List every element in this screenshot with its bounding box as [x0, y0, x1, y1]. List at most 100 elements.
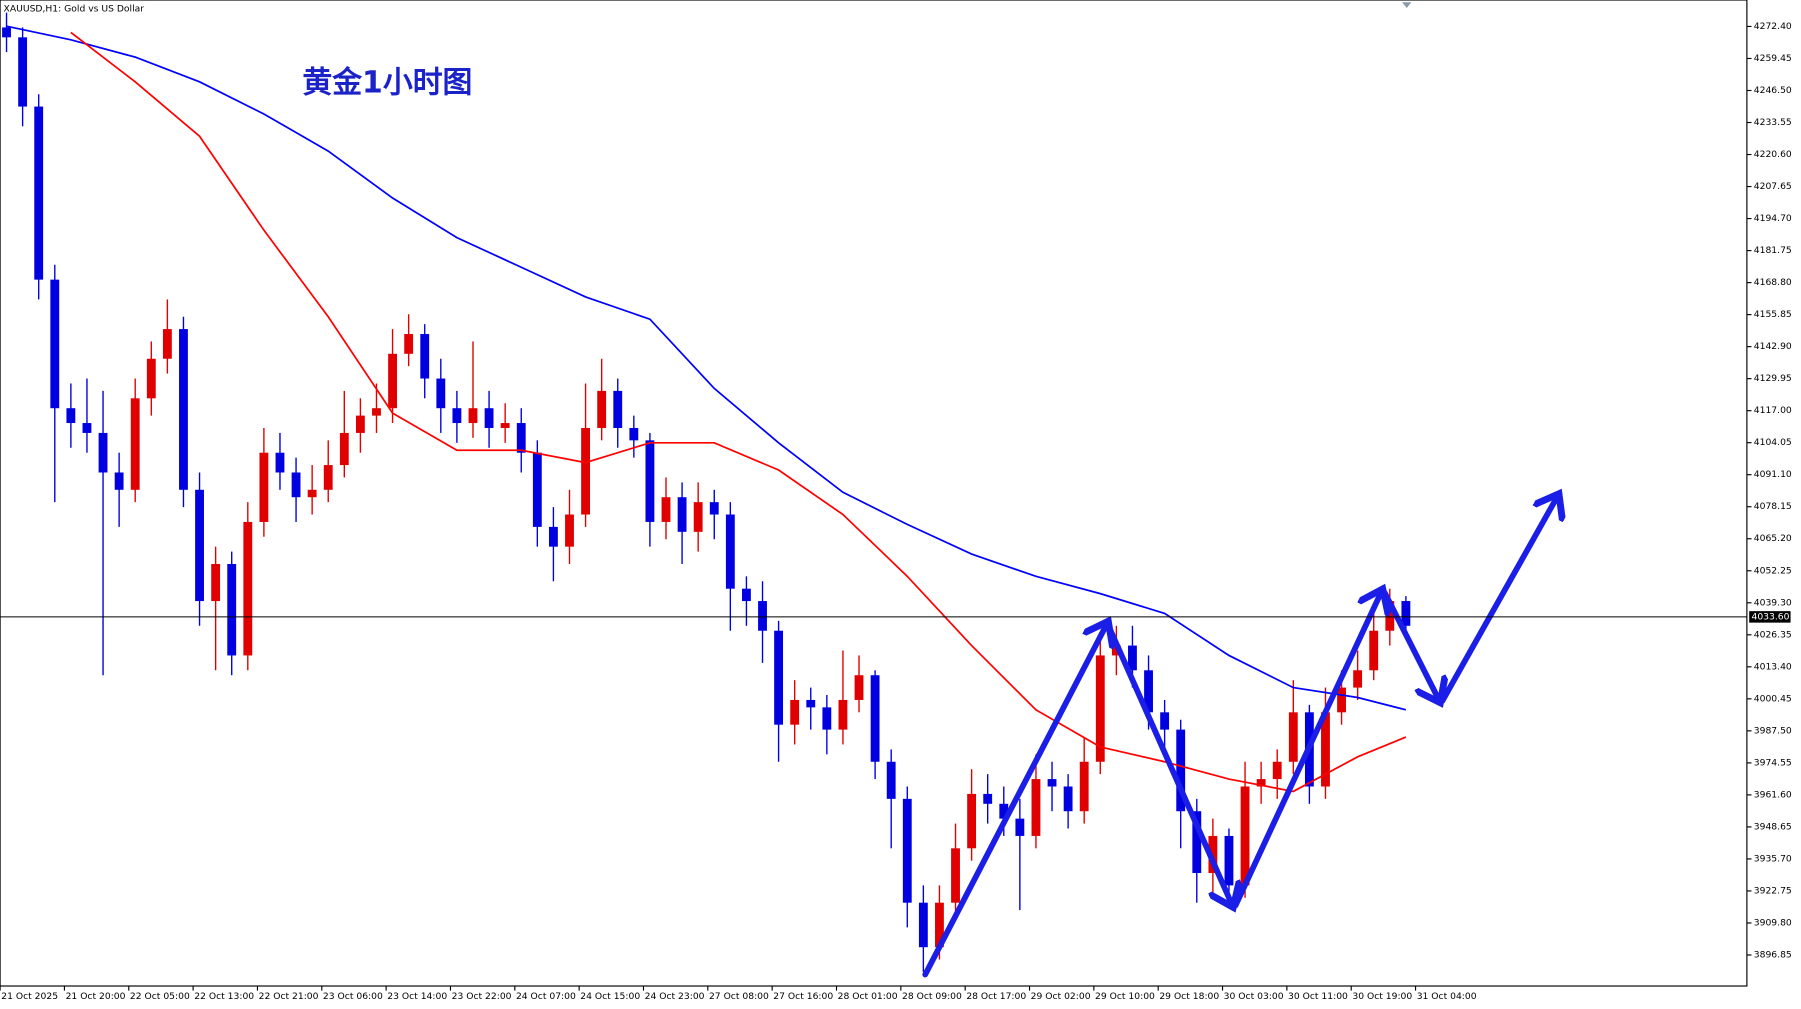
candle-body: [629, 427, 639, 441]
y-tick-label: 3922.75: [1754, 885, 1792, 896]
candle-body: [902, 798, 912, 903]
candle-body: [1015, 818, 1025, 836]
x-tick-label: 27 Oct 16:00: [773, 991, 833, 1002]
candle-body: [1144, 670, 1153, 713]
candle-body: [18, 37, 28, 107]
candle-body: [372, 408, 381, 416]
x-tick-label: 28 Oct 17:00: [966, 991, 1026, 1002]
y-tick-label: 4220.60: [1754, 149, 1792, 160]
chart-header: XAUUSD,H1: Gold vs US Dollar: [4, 4, 145, 15]
chart-title: 黄金1小时图: [302, 65, 472, 100]
candle-body: [1401, 601, 1411, 626]
x-tick-label: 30 Oct 11:00: [1288, 991, 1348, 1002]
arrow: [1232, 594, 1380, 909]
candle-body: [822, 707, 832, 730]
candle-body: [935, 902, 944, 948]
x-tick-label: 23 Oct 22:00: [452, 991, 512, 1002]
y-tick-label: 3961.60: [1754, 789, 1792, 800]
candle-body: [98, 432, 108, 473]
candle-body: [1160, 712, 1170, 730]
candle-body: [886, 761, 896, 799]
price-label: 4033.60: [1751, 611, 1789, 622]
candle-body: [774, 630, 784, 725]
candle-body: [404, 334, 414, 354]
candle-body: [388, 353, 397, 409]
candle-body: [484, 408, 494, 428]
candle-body: [162, 329, 172, 359]
candle-body: [677, 497, 687, 532]
candle-body: [452, 408, 462, 424]
y-tick-label: 4168.80: [1754, 277, 1792, 288]
x-tick-label: 24 Oct 23:00: [645, 991, 705, 1002]
x-tick-label: 21 Oct 2025: [1, 991, 58, 1002]
candle-body: [323, 465, 333, 490]
candle-body: [983, 793, 993, 804]
shift-marker: [1402, 2, 1412, 9]
candle-body: [532, 452, 542, 527]
candle-body: [275, 452, 285, 473]
candle-body: [179, 329, 188, 490]
price-label-box: [1749, 611, 1791, 623]
x-tick-label: 21 Oct 20:00: [66, 991, 126, 1002]
y-tick-label: 3909.80: [1754, 917, 1792, 928]
x-tick-label: 24 Oct 15:00: [580, 991, 640, 1002]
x-tick-label: 28 Oct 09:00: [902, 991, 962, 1002]
arrow: [1439, 499, 1556, 704]
candle-body: [1176, 729, 1186, 812]
arrow: [1382, 590, 1438, 698]
candle-body: [597, 390, 607, 428]
candle-body: [82, 423, 92, 433]
candle-body: [1272, 761, 1282, 780]
y-tick-label: 4078.15: [1754, 501, 1792, 512]
candle-body: [661, 497, 671, 522]
y-tick-label: 4207.65: [1754, 181, 1792, 192]
x-tick-label: 22 Oct 13:00: [194, 991, 254, 1002]
candle-body: [1256, 779, 1266, 787]
candle-body: [500, 423, 510, 428]
y-tick-label: 4039.30: [1754, 597, 1792, 608]
candle-body: [1337, 687, 1346, 713]
candle-body: [1031, 779, 1041, 836]
y-tick-label: 4065.20: [1754, 533, 1792, 544]
candle-body: [114, 472, 124, 490]
candle-body: [211, 563, 221, 602]
plot-frame: [0, 0, 1748, 987]
candle-body: [227, 563, 237, 656]
candle-body: [693, 502, 703, 532]
y-tick-label: 4181.75: [1754, 245, 1792, 256]
candle-body: [1192, 811, 1202, 874]
candle-body: [758, 601, 767, 631]
candle-body: [130, 398, 140, 490]
candle-body: [243, 521, 253, 656]
candle-body: [291, 472, 301, 498]
x-tick-label: 22 Oct 05:00: [130, 991, 190, 1002]
y-tick-label: 4117.00: [1754, 405, 1792, 416]
annotation-arrows: [922, 499, 1556, 978]
y-tick-label: 4259.45: [1754, 53, 1792, 64]
candle-body: [1095, 655, 1105, 762]
moving-average: [70, 31, 1407, 793]
candle-body: [516, 423, 526, 453]
candle-body: [1288, 712, 1298, 762]
candle-body: [1128, 645, 1137, 671]
candle-body: [34, 106, 44, 280]
x-tick-label: 30 Oct 19:00: [1352, 991, 1412, 1002]
x-tick-label: 31 Oct 04:00: [1417, 991, 1477, 1002]
candle-body: [195, 489, 204, 602]
y-tick-label: 3974.55: [1754, 757, 1792, 768]
candle-body: [339, 432, 349, 466]
candle-body: [645, 440, 655, 522]
candle-body: [259, 452, 269, 522]
candle-body: [806, 699, 816, 708]
x-tick-label: 22 Oct 21:00: [259, 991, 319, 1002]
x-tick-label: 29 Oct 10:00: [1095, 991, 1155, 1002]
candle-body: [420, 334, 430, 379]
candle-body: [146, 358, 156, 399]
candle-body: [838, 699, 848, 730]
arrow: [1107, 626, 1231, 902]
candle-body: [66, 408, 76, 424]
candle-body: [548, 526, 558, 547]
candle-body: [967, 793, 977, 849]
candle-body: [1369, 630, 1379, 671]
